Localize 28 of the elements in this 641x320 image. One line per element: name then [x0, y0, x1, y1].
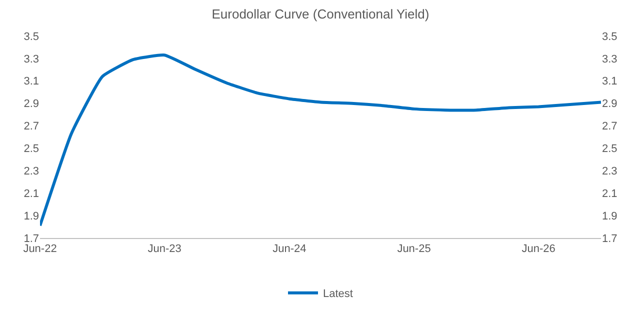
x-tick-label: Jun-22: [23, 243, 57, 256]
y2-tick-label: 2.7: [602, 120, 618, 133]
y-tick-label: 3.1: [24, 76, 39, 88]
x-tick-label: Jun-23: [148, 243, 182, 256]
y-tick-label: 2.5: [24, 143, 39, 156]
y-tick-label: 1.9: [24, 210, 39, 222]
y2-tick-label: 2.5: [602, 143, 618, 156]
y2-tick-label: 3.1: [602, 76, 618, 88]
y-tick-label: 2.1: [24, 188, 39, 200]
x-tick-label: Jun-25: [397, 243, 431, 256]
y2-tick-label: 2.1: [602, 188, 618, 200]
y2-tick-label: 1.7: [602, 232, 618, 245]
x-tick-label: Jun-26: [522, 243, 556, 256]
y2-tick-label: 3.3: [602, 53, 618, 66]
y2-tick-label: 3.5: [602, 30, 618, 43]
chart-title: Eurodollar Curve (Conventional Yield): [212, 6, 430, 22]
y-tick-label: 2.7: [24, 120, 39, 133]
y-tick-label: 1.7: [24, 232, 39, 245]
x-tick-label: Jun-24: [272, 243, 306, 256]
y2-tick-label: 2.3: [602, 166, 618, 178]
y-tick-label: 2.3: [24, 166, 39, 178]
line-series: [40, 54, 601, 228]
y-tick-label: 2.9: [24, 98, 39, 110]
y2-tick-label: 1.9: [602, 210, 618, 222]
y2-tick-label: 2.9: [602, 98, 618, 110]
y-tick-label: 3.5: [24, 30, 39, 43]
y-tick-label: 3.3: [24, 53, 39, 66]
legend-label: Latest: [323, 288, 353, 300]
